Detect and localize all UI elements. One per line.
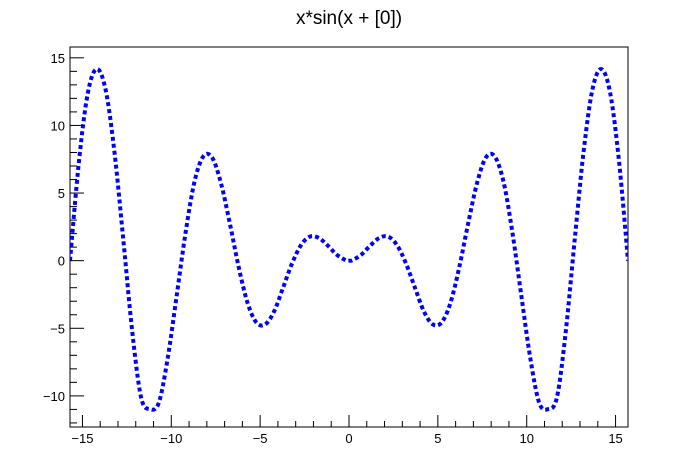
y-tick-label: 5 <box>58 186 65 201</box>
y-tick-label: −10 <box>43 389 65 404</box>
y-tick-label: 10 <box>51 118 65 133</box>
x-tick-label: 15 <box>608 431 622 446</box>
plot-area <box>70 67 628 412</box>
chart-title: x*sin(x + [0]) <box>296 8 402 29</box>
y-tick-label: 0 <box>58 254 65 269</box>
y-tick-label: 15 <box>51 51 65 66</box>
series-line <box>70 67 628 412</box>
x-axis: −15 −10 −5 0 5 10 15 <box>71 415 623 446</box>
y-tick-label: −5 <box>50 321 65 336</box>
y-axis: −10 −5 0 5 10 15 <box>43 51 84 424</box>
plot-frame <box>69 46 629 428</box>
x-tick-label: −5 <box>253 431 268 446</box>
series-layer <box>70 67 628 412</box>
x-tick-label: 10 <box>519 431 533 446</box>
x-tick-label: −10 <box>160 431 182 446</box>
x-tick-label: 5 <box>434 431 441 446</box>
x-tick-label: 0 <box>345 431 352 446</box>
x-tick-label: −15 <box>71 431 93 446</box>
